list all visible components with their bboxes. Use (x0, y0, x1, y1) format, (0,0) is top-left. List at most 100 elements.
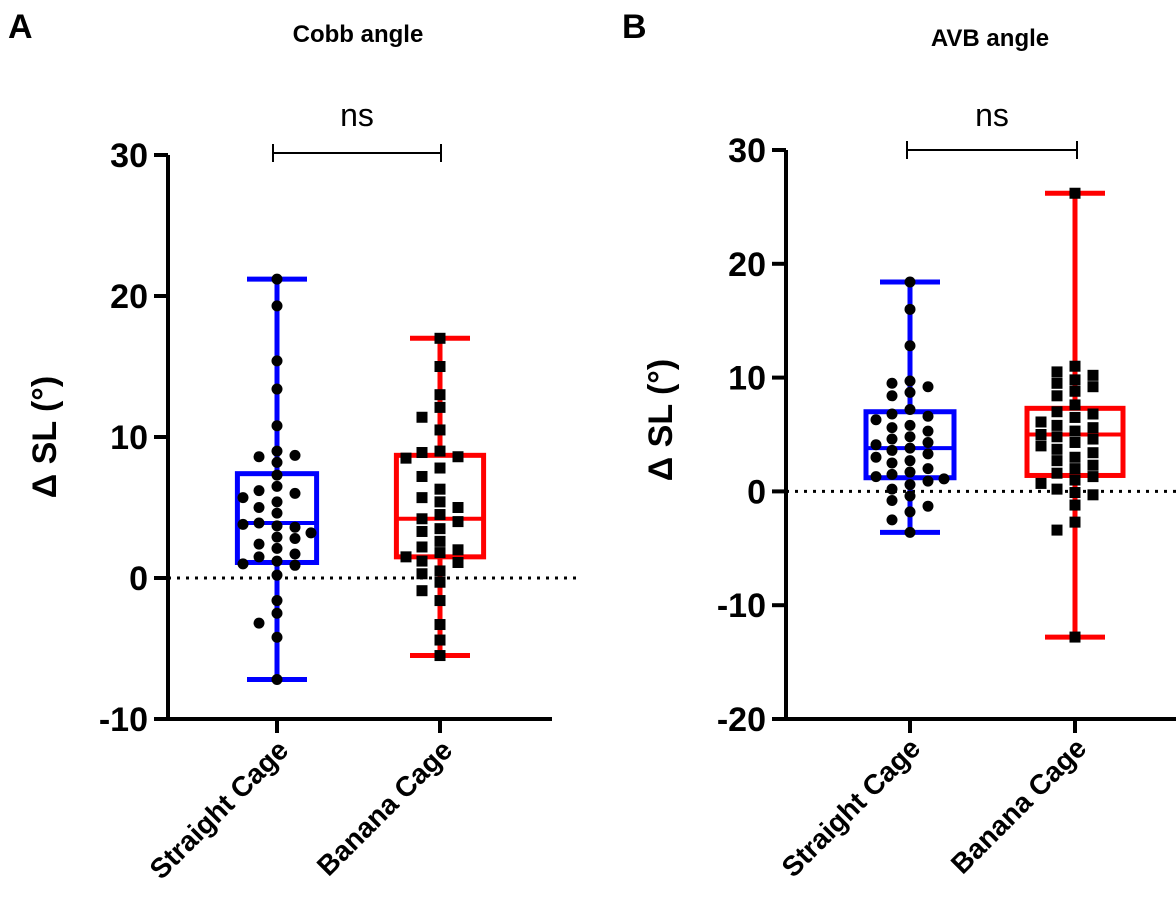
data-point (904, 526, 916, 538)
x-category-label: Banana Cage (311, 734, 458, 881)
data-point (271, 469, 283, 481)
data-point (886, 422, 898, 434)
data-point (253, 485, 265, 497)
data-point (1069, 374, 1081, 386)
data-point (271, 480, 283, 492)
data-point (416, 525, 428, 537)
data-point (434, 509, 446, 521)
data-point (1069, 631, 1081, 643)
data-point (271, 445, 283, 457)
data-point (271, 595, 283, 607)
data-point (904, 506, 916, 518)
chart-title: AVB angle (931, 25, 1049, 52)
y-tick-label: 10 (728, 360, 766, 398)
data-point (1087, 381, 1099, 393)
data-point (416, 568, 428, 580)
data-point (253, 617, 265, 629)
data-point (904, 466, 916, 478)
data-point (1087, 408, 1099, 420)
data-point (253, 502, 265, 513)
data-point (1035, 429, 1047, 440)
data-point (870, 439, 882, 451)
data-point (434, 332, 446, 344)
data-point (434, 401, 446, 413)
data-point (904, 479, 916, 491)
data-point (1069, 499, 1081, 511)
data-point (434, 535, 446, 547)
data-point (271, 631, 283, 643)
y-axis-label: Δ SL (°) (642, 359, 680, 481)
data-point (271, 383, 283, 395)
data-point (271, 531, 283, 543)
data-point (434, 389, 446, 401)
data-point (1069, 360, 1081, 372)
data-point (253, 517, 265, 529)
data-point (452, 556, 464, 568)
data-point (1069, 487, 1081, 499)
data-point (253, 538, 265, 550)
data-point (870, 451, 882, 463)
data-point (305, 527, 317, 539)
data-point (922, 381, 934, 393)
chart-title: Cobb angle (293, 21, 424, 48)
data-point (1087, 433, 1099, 445)
y-tick-label: -10 (717, 587, 766, 625)
data-point (434, 424, 446, 436)
data-point (1051, 366, 1063, 378)
data-point (434, 483, 446, 495)
data-point (904, 276, 916, 288)
data-point (886, 483, 898, 495)
data-point (1087, 422, 1099, 434)
data-point (434, 445, 446, 457)
data-point (904, 386, 916, 398)
data-point (904, 442, 916, 454)
data-point (1069, 425, 1081, 437)
panel-label: B (622, 8, 647, 46)
data-point (416, 541, 428, 553)
data-point (434, 650, 446, 662)
data-point (271, 507, 283, 519)
data-point (886, 514, 898, 526)
data-point (1087, 447, 1099, 459)
data-point (271, 569, 283, 581)
y-tick-label: 0 (747, 473, 766, 511)
data-point (452, 502, 464, 513)
y-tick-label: 30 (728, 132, 766, 170)
data-point (1035, 440, 1047, 452)
data-point (886, 495, 898, 507)
data-point (271, 607, 283, 619)
data-point (1069, 385, 1081, 397)
data-point (870, 471, 882, 483)
data-point (271, 520, 283, 532)
data-point (1069, 187, 1081, 199)
data-point (434, 565, 446, 577)
data-point (1069, 474, 1081, 486)
significance-label: ns (975, 97, 1009, 133)
data-point (1051, 431, 1063, 443)
data-point (1051, 419, 1063, 431)
data-point (400, 452, 412, 464)
data-point (434, 595, 446, 607)
data-point (1087, 369, 1099, 381)
data-point (1035, 416, 1047, 428)
data-point (1087, 459, 1099, 471)
data-point (1087, 489, 1099, 501)
data-point (1069, 516, 1081, 528)
data-point (434, 496, 446, 508)
data-point (886, 457, 898, 469)
data-point (1069, 463, 1081, 475)
y-tick-label: 10 (110, 419, 148, 457)
data-point (922, 448, 934, 460)
data-point (237, 492, 249, 504)
data-point (922, 436, 934, 448)
data-point (886, 408, 898, 420)
significance-label: ns (340, 97, 374, 133)
x-category-label: Banana Cage (945, 732, 1092, 879)
data-point (1051, 377, 1063, 389)
y-tick-label: -10 (99, 701, 148, 739)
data-point (416, 447, 428, 459)
data-point (253, 451, 265, 463)
data-point (237, 518, 249, 530)
data-point (1051, 524, 1063, 536)
